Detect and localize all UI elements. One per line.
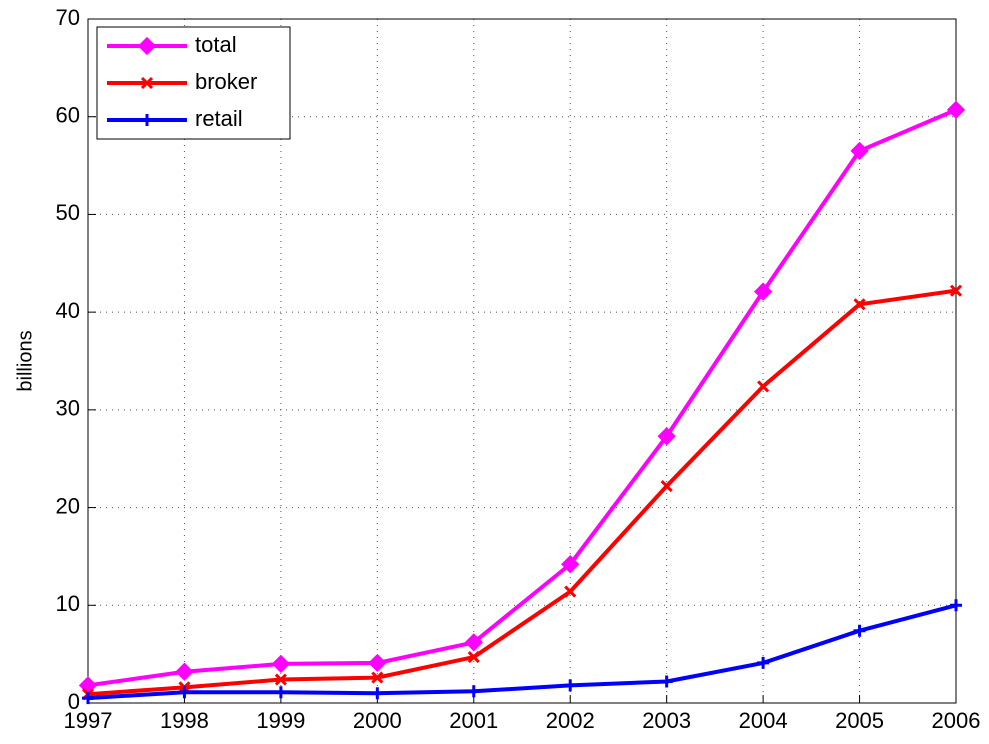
- x-tick-label: 1999: [256, 708, 305, 733]
- y-tick-label: 50: [56, 200, 80, 225]
- marker: [467, 685, 480, 698]
- marker: [274, 673, 287, 686]
- marker: [371, 687, 384, 700]
- series-line: [87, 108, 957, 688]
- marker: [561, 555, 580, 574]
- marker: [660, 480, 673, 493]
- x-tick-label: 2005: [835, 708, 884, 733]
- x-tick-label: 2002: [546, 708, 595, 733]
- y-tick-label: 40: [56, 298, 80, 323]
- marker: [178, 686, 191, 699]
- marker: [82, 692, 94, 705]
- x-tick-label: 2004: [739, 708, 788, 733]
- y-axis-label: billions: [14, 330, 36, 391]
- legend-label: broker: [195, 69, 257, 94]
- series-line: [87, 603, 957, 701]
- legend-marker: [140, 76, 154, 90]
- x-tick-label: 1997: [64, 708, 113, 733]
- x-tick-label: 2001: [449, 708, 498, 733]
- x-tick-label: 2003: [642, 708, 691, 733]
- y-tick-label: 70: [56, 5, 80, 30]
- legend-label: total: [195, 32, 237, 57]
- marker: [368, 653, 387, 673]
- plot-frame: [87, 18, 957, 704]
- y-tick-label: 0: [68, 689, 80, 714]
- marker: [757, 656, 770, 669]
- marker: [853, 624, 866, 637]
- y-tick-label: 60: [56, 103, 80, 128]
- series-line: [87, 288, 957, 697]
- marker: [271, 654, 291, 674]
- y-tick-label: 30: [56, 396, 80, 421]
- x-tick-label: 1998: [160, 708, 209, 733]
- marker: [564, 585, 577, 598]
- marker: [946, 100, 966, 119]
- marker: [757, 380, 770, 393]
- marker: [657, 427, 676, 446]
- y-tick-label: 20: [56, 493, 80, 518]
- marker: [467, 651, 480, 664]
- marker: [371, 671, 384, 684]
- x-tick-label: 2006: [932, 708, 981, 733]
- marker: [660, 675, 673, 688]
- marker: [950, 599, 962, 612]
- x-tick-label: 2000: [353, 708, 402, 733]
- marker: [464, 633, 483, 652]
- marker: [949, 284, 963, 297]
- legend-marker: [137, 36, 157, 56]
- marker: [853, 298, 866, 311]
- marker: [564, 679, 577, 692]
- marker: [850, 141, 869, 161]
- marker: [175, 662, 194, 681]
- y-tick-label: 10: [56, 591, 80, 616]
- legend-label: retail: [195, 106, 243, 131]
- legend-marker: [141, 114, 153, 126]
- marker: [753, 282, 773, 301]
- marker: [274, 686, 287, 699]
